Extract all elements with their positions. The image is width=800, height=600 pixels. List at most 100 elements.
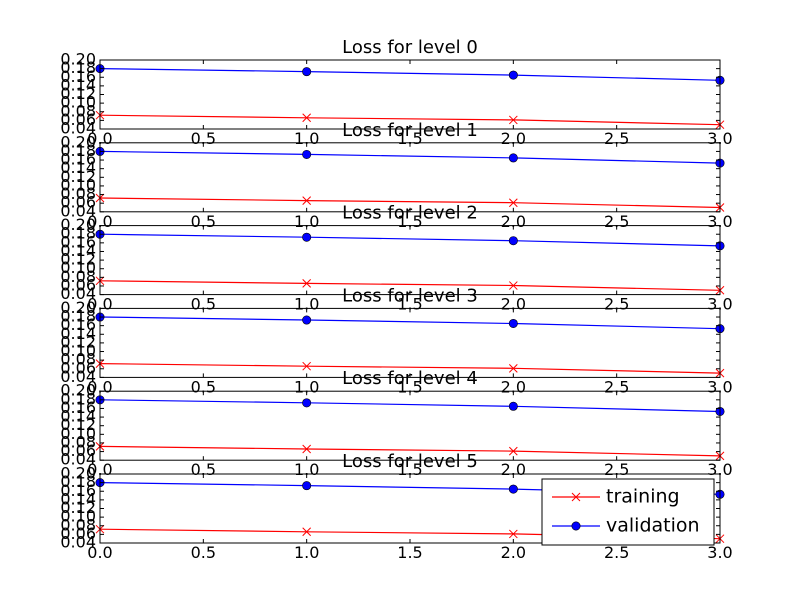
training-point-1 [302,196,312,205]
x-tick-label: 0.0 [87,543,112,562]
training-point-1 [302,279,312,288]
validation-point-1 [302,398,312,408]
validation-line [99,399,721,413]
x-tick-label: 1.0 [294,543,319,562]
validation-line [99,316,721,330]
series-validation [95,229,725,251]
y-tick-label: 0.20 [60,132,96,151]
training-point-1 [302,444,312,454]
y-tick-label: 0.04 [60,284,96,303]
y-tick-label: 0.04 [60,119,96,138]
y-tick-label: 0.18 [60,58,96,77]
y-tick-label: 0.12 [60,498,96,517]
validation-point-2 [508,153,518,163]
y-tick-label: 0.08 [60,101,96,120]
y-tick-label: 0.08 [60,515,96,534]
validation-point-1 [302,67,312,77]
y-tick-label: 0.06 [60,275,96,294]
y-tick-label: 0.20 [60,50,96,69]
series-training [95,359,725,378]
validation-point-2 [508,70,518,80]
y-tick-label: 0.14 [60,241,96,260]
y-tick-label: 0.10 [60,175,96,194]
y-tick-label: 0.20 [60,381,96,400]
y-tick-label: 0.16 [60,150,96,169]
y-tick-label: 0.14 [60,489,96,508]
y-tick-label: 0.18 [60,224,96,243]
validation-point-2 [508,484,518,494]
legend-label: training [606,486,680,508]
y-tick-label: 0.18 [60,141,96,160]
subplot-level-1: 0.040.060.080.100.120.140.160.180.200.0 0… [60,120,732,231]
subplot-title: Loss for level 5 [342,451,478,472]
x-tick-label: 3.0 [707,543,732,562]
training-point-1 [302,527,312,537]
validation-point-2 [508,318,518,328]
y-tick-label: 0.10 [60,341,96,360]
y-tick-label: 0.14 [60,324,96,343]
legend-swatch-marker [571,521,581,531]
y-tick-label: 0.18 [60,307,96,326]
y-tick-label: 0.08 [60,184,96,203]
y-tick-label: 0.20 [60,215,96,234]
series-validation [95,312,725,334]
series-validation [95,146,725,168]
subplot-title: Loss for level 0 [342,37,478,58]
y-tick-label: 0.12 [60,415,96,434]
y-tick-label: 0.20 [60,464,96,483]
training-line [99,280,721,291]
y-tick-label: 0.10 [60,507,96,526]
validation-point-1 [302,149,312,159]
subplot-level-5: 0.040.060.080.100.120.140.160.180.200.0 0… [60,451,732,562]
training-point-2 [508,281,518,290]
validation-point-1 [302,232,312,242]
y-tick-label: 0.12 [60,167,96,186]
training-line [99,445,721,457]
y-tick-label: 0.14 [60,75,96,94]
training-point-1 [302,113,312,123]
training-point-2 [508,115,518,125]
training-point-2 [508,446,518,456]
subplot-title: Loss for level 4 [342,368,478,389]
y-tick-label: 0.04 [60,533,96,552]
y-tick-label: 0.16 [60,67,96,86]
y-tick-label: 0.16 [60,481,96,500]
y-tick-label: 0.18 [60,472,96,491]
y-tick-label: 0.04 [60,367,96,386]
legend-entry-training: training [552,486,680,508]
subplot-title: Loss for level 2 [342,203,478,224]
validation-point-2 [508,236,518,246]
y-tick-label: 0.12 [60,84,96,103]
validation-line [99,68,721,81]
x-tick-label: 0.5 [191,543,216,562]
legend-label: validation [606,515,700,537]
validation-line [99,150,721,164]
x-tick-label: 2.0 [501,543,526,562]
validation-point-1 [302,481,312,491]
y-tick-label: 0.16 [60,315,96,334]
training-point-2 [508,198,518,208]
validation-line [99,233,721,247]
y-tick-label: 0.08 [60,267,96,286]
subplot-title: Loss for level 3 [342,285,478,306]
y-tick-label: 0.20 [60,298,96,317]
y-tick-label: 0.16 [60,398,96,417]
training-line [99,363,721,374]
y-tick-label: 0.06 [60,358,96,377]
validation-point-1 [302,315,312,325]
y-tick-label: 0.08 [60,350,96,369]
subplot-level-2: 0.040.060.080.100.120.140.160.180.200.0 0… [60,203,732,314]
y-tick-label: 0.14 [60,158,96,177]
y-tick-label: 0.10 [60,258,96,277]
y-tick-label: 0.06 [60,110,96,129]
y-tick-label: 0.14 [60,407,96,426]
y-tick-label: 0.06 [60,193,96,212]
y-tick-label: 0.04 [60,201,96,220]
training-line [99,197,721,209]
training-point-1 [302,361,312,371]
legend-entry-validation: validation [552,515,700,537]
x-tick-label: 1.5 [397,543,422,562]
validation-point-2 [508,401,518,411]
training-point-2 [508,363,518,373]
